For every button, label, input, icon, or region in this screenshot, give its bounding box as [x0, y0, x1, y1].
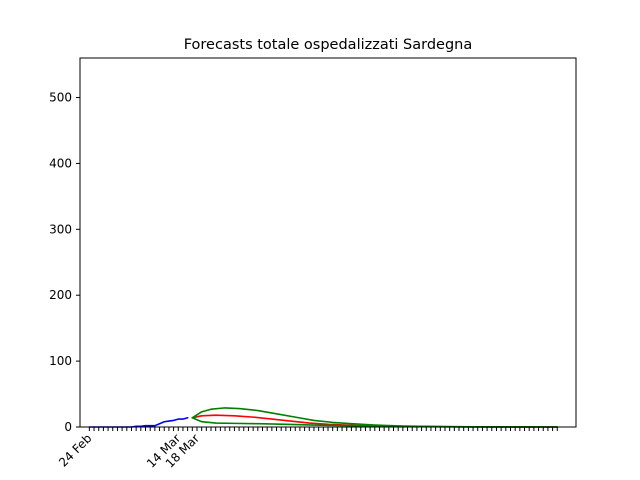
plot-frame: [79, 57, 577, 428]
y-tick-label: 0: [64, 420, 72, 434]
chart-title: Forecasts totale ospedalizzati Sardegna: [184, 37, 473, 53]
series-layer: [88, 407, 559, 428]
series-line-4: [191, 416, 559, 428]
x-tick-label: 24 Feb: [56, 431, 94, 469]
y-tick-label: 400: [49, 156, 72, 170]
y-tick-label: 500: [49, 91, 72, 105]
y-tick-label: 300: [49, 222, 72, 236]
y-tick-label: 100: [49, 354, 72, 368]
y-tick-label: 200: [49, 288, 72, 302]
series-line-1: [88, 416, 189, 428]
